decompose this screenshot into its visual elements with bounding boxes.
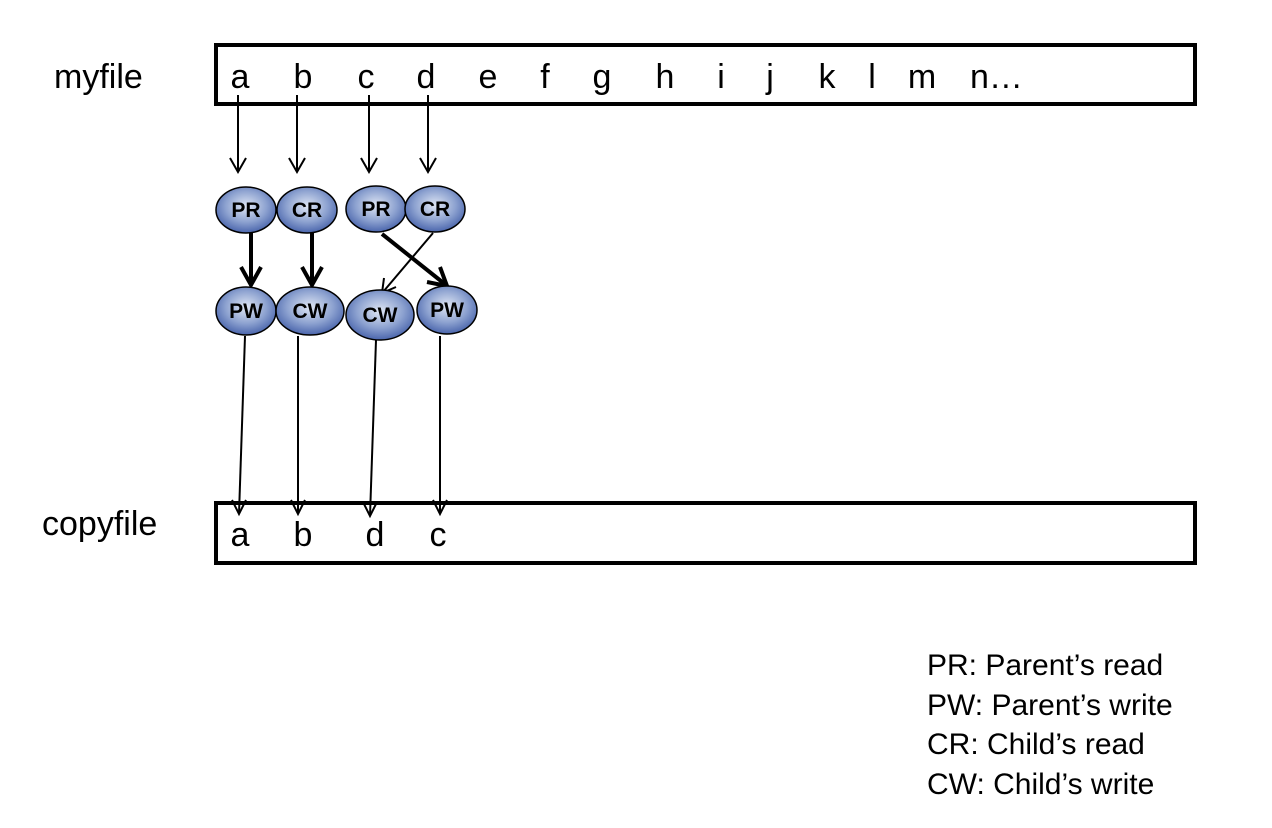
myfile-char: i xyxy=(717,58,725,96)
node-label: PR xyxy=(231,199,260,222)
myfile-label: myfile xyxy=(54,58,143,96)
myfile-char: g xyxy=(592,58,612,96)
myfile-char: l xyxy=(868,58,876,96)
myfile-char: c xyxy=(357,58,375,96)
myfile-box xyxy=(214,43,1197,106)
legend-item-cr: CR: Child’s read xyxy=(927,728,1145,761)
myfile-char: j xyxy=(766,58,774,96)
copyfile-char: c xyxy=(429,516,447,554)
node-label: CR xyxy=(420,198,450,221)
myfile-char: n… xyxy=(970,58,1023,96)
node-label: CW xyxy=(363,304,398,327)
legend-item-pw: PW: Parent’s write xyxy=(927,688,1173,722)
legend: PR: Parent’s read PW: Parent’s write CR:… xyxy=(927,646,1173,804)
node-pw-2: PW xyxy=(416,285,478,335)
node-cr-2: CR xyxy=(404,185,466,233)
node-pw-1: PW xyxy=(215,286,277,336)
myfile-char: b xyxy=(293,58,313,96)
read-arrows xyxy=(229,95,437,175)
node-pr-2: PR xyxy=(345,185,407,233)
node-label: CW xyxy=(293,300,328,323)
node-label: PW xyxy=(430,299,464,322)
copyfile-char: b xyxy=(293,516,313,554)
node-label: PW xyxy=(229,300,263,323)
copyfile-char: a xyxy=(230,516,250,554)
myfile-char: k xyxy=(818,58,836,96)
node-cr-1: CR xyxy=(276,186,338,234)
copyfile-box xyxy=(214,501,1197,565)
write-arrows xyxy=(231,335,448,519)
node-cw-2: CW xyxy=(345,289,415,341)
myfile-char: a xyxy=(230,58,250,96)
copyfile-label: copyfile xyxy=(42,505,158,543)
node-pr-1: PR xyxy=(215,186,277,234)
copyfile-char: d xyxy=(365,516,385,554)
transfer-arrows xyxy=(239,232,451,295)
myfile-char: h xyxy=(655,58,675,96)
myfile-char: e xyxy=(478,58,498,96)
node-label: CR xyxy=(292,199,322,222)
legend-item-pr: PR: Parent’s read xyxy=(927,649,1164,682)
myfile-char: f xyxy=(540,58,550,96)
legend-item-cw: CW: Child’s write xyxy=(927,767,1155,801)
myfile-char: d xyxy=(416,58,436,96)
myfile-char: m xyxy=(907,58,937,96)
node-cw-1: CW xyxy=(275,286,345,336)
node-label: PR xyxy=(361,198,390,221)
